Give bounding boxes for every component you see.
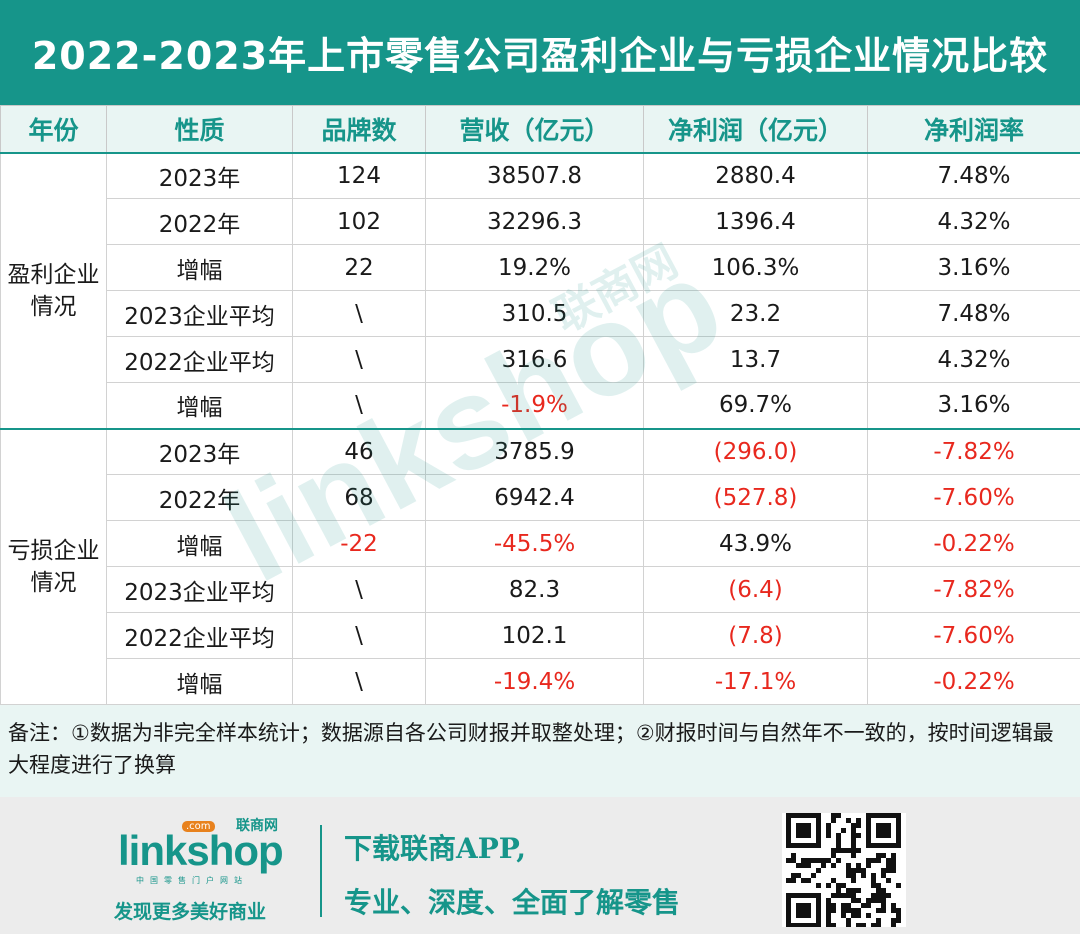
cell-brands: -22 bbox=[292, 520, 426, 567]
table-row: 增幅 \ -19.4% -17.1% -0.22% bbox=[1, 658, 1080, 705]
table-header-row: 年份 性质 品牌数 营收（亿元） 净利润（亿元） 净利润率 bbox=[0, 105, 1080, 154]
cell-margin: 7.48% bbox=[867, 152, 1080, 199]
cell-revenue: -45.5% bbox=[425, 520, 644, 567]
header-year: 年份 bbox=[0, 105, 107, 154]
cell-margin: -7.60% bbox=[867, 474, 1080, 521]
cell-margin: -0.22% bbox=[867, 658, 1080, 705]
table-row: 亏损企业情况 2023年 46 3785.9 (296.0) -7.82% bbox=[0, 427, 1080, 705]
cell-revenue: 38507.8 bbox=[425, 152, 644, 199]
table-row: 2022年 102 32296.3 1396.4 4.32% bbox=[1, 198, 1080, 245]
cell-brands: 124 bbox=[292, 152, 426, 199]
cell-brands: \ bbox=[292, 336, 426, 383]
footer-divider bbox=[320, 825, 322, 917]
table-row: 2023企业平均 \ 310.5 23.2 7.48% bbox=[1, 290, 1080, 337]
table-row: 增幅 22 19.2% 106.3% 3.16% bbox=[1, 244, 1080, 291]
cell-revenue: 6942.4 bbox=[425, 474, 644, 521]
cell-revenue: 3785.9 bbox=[425, 427, 644, 475]
table-row: 盈利企业情况 2023年 124 38507.8 2880.4 7.48% bbox=[0, 152, 1080, 429]
table-row: 2022企业平均 \ 316.6 13.7 4.32% bbox=[1, 336, 1080, 383]
group-label: 盈利企业情况 bbox=[0, 152, 107, 429]
cell-nature: 2023年 bbox=[106, 152, 293, 199]
cell-profit: 23.2 bbox=[643, 290, 868, 337]
promo-line-1: 下载联商APP, bbox=[344, 832, 526, 865]
logo-subtitle: 中国零售门户网站 bbox=[136, 876, 248, 885]
header-margin: 净利润率 bbox=[867, 105, 1080, 154]
linkshop-logo[interactable]: linkshop .com 联商网 中国零售门户网站 bbox=[118, 815, 308, 885]
promo-line-2: 专业、深度、全面了解零售 bbox=[344, 886, 681, 919]
cell-profit: 43.9% bbox=[643, 520, 868, 567]
cell-margin: 7.48% bbox=[867, 290, 1080, 337]
cell-revenue: -19.4% bbox=[425, 658, 644, 705]
footnote: 备注：①数据为非完全样本统计；数据源自各公司财报并取整处理；②财报时间与自然年不… bbox=[0, 705, 1080, 797]
header-profit: 净利润（亿元） bbox=[643, 105, 868, 154]
footer: linkshop .com 联商网 中国零售门户网站 发现更多美好商业 下载联商… bbox=[0, 797, 1080, 934]
header-brands: 品牌数 bbox=[292, 105, 426, 154]
cell-nature: 2022企业平均 bbox=[106, 336, 293, 383]
cell-nature: 增幅 bbox=[106, 520, 293, 567]
cell-brands: \ bbox=[292, 382, 426, 429]
table-row: 2022年 68 6942.4 (527.8) -7.60% bbox=[1, 474, 1080, 521]
header-nature: 性质 bbox=[106, 105, 293, 154]
cell-nature: 2022企业平均 bbox=[106, 612, 293, 659]
cell-nature: 2022年 bbox=[106, 474, 293, 521]
cell-margin: 4.32% bbox=[867, 336, 1080, 383]
title-bar: 2022-2023年上市零售公司盈利企业与亏损企业情况比较 bbox=[0, 0, 1080, 105]
cell-brands: \ bbox=[292, 612, 426, 659]
cell-profit: (7.8) bbox=[643, 612, 868, 659]
cell-brands: 22 bbox=[292, 244, 426, 291]
group-label: 亏损企业情况 bbox=[0, 427, 107, 705]
logo-com-badge: .com bbox=[182, 821, 215, 832]
cell-nature: 2023企业平均 bbox=[106, 566, 293, 613]
cell-revenue: -1.9% bbox=[425, 382, 644, 429]
cell-profit: (296.0) bbox=[643, 427, 868, 475]
cell-profit: 13.7 bbox=[643, 336, 868, 383]
cell-profit: 106.3% bbox=[643, 244, 868, 291]
table-body: 盈利企业情况 2023年 124 38507.8 2880.4 7.48% 2022年 102… bbox=[0, 152, 1080, 705]
cell-brands: 102 bbox=[292, 198, 426, 245]
cell-brands: \ bbox=[292, 658, 426, 705]
cell-revenue: 316.6 bbox=[425, 336, 644, 383]
header-revenue: 营收（亿元） bbox=[425, 105, 644, 154]
qr-code-icon[interactable] bbox=[782, 813, 906, 927]
cell-profit: (527.8) bbox=[643, 474, 868, 521]
logo-cn: 联商网 bbox=[236, 818, 278, 834]
table-row: 2023企业平均 \ 82.3 (6.4) -7.82% bbox=[1, 566, 1080, 613]
comparison-table: 年份 性质 品牌数 营收（亿元） 净利润（亿元） 净利润率 盈利企业情况 2023… bbox=[0, 105, 1080, 705]
cell-brands: 46 bbox=[292, 427, 426, 475]
cell-nature: 增幅 bbox=[106, 658, 293, 705]
cell-margin: -7.82% bbox=[867, 566, 1080, 613]
cell-revenue: 32296.3 bbox=[425, 198, 644, 245]
cell-brands: \ bbox=[292, 566, 426, 613]
cell-revenue: 102.1 bbox=[425, 612, 644, 659]
slogan: 发现更多美好商业 bbox=[114, 901, 267, 923]
table-row: 增幅 \ -1.9% 69.7% 3.16% bbox=[1, 382, 1080, 429]
cell-margin: -7.82% bbox=[867, 427, 1080, 475]
cell-profit: 1396.4 bbox=[643, 198, 868, 245]
cell-margin: -7.60% bbox=[867, 612, 1080, 659]
cell-profit: -17.1% bbox=[643, 658, 868, 705]
cell-nature: 2023年 bbox=[106, 427, 293, 475]
cell-nature: 2023企业平均 bbox=[106, 290, 293, 337]
cell-nature: 增幅 bbox=[106, 382, 293, 429]
cell-revenue: 82.3 bbox=[425, 566, 644, 613]
cell-profit: (6.4) bbox=[643, 566, 868, 613]
cell-nature: 2022年 bbox=[106, 198, 293, 245]
cell-revenue: 310.5 bbox=[425, 290, 644, 337]
page-title: 2022-2023年上市零售公司盈利企业与亏损企业情况比较 bbox=[31, 34, 1049, 78]
cell-margin: 3.16% bbox=[867, 382, 1080, 429]
cell-brands: \ bbox=[292, 290, 426, 337]
cell-margin: 3.16% bbox=[867, 244, 1080, 291]
cell-revenue: 19.2% bbox=[425, 244, 644, 291]
table-row: 2022企业平均 \ 102.1 (7.8) -7.60% bbox=[1, 612, 1080, 659]
cell-nature: 增幅 bbox=[106, 244, 293, 291]
cell-profit: 2880.4 bbox=[643, 152, 868, 199]
table-row: 增幅 -22 -45.5% 43.9% -0.22% bbox=[1, 520, 1080, 567]
cell-margin: -0.22% bbox=[867, 520, 1080, 567]
cell-brands: 68 bbox=[292, 474, 426, 521]
cell-margin: 4.32% bbox=[867, 198, 1080, 245]
cell-profit: 69.7% bbox=[643, 382, 868, 429]
logo-word: linkshop bbox=[118, 827, 284, 874]
